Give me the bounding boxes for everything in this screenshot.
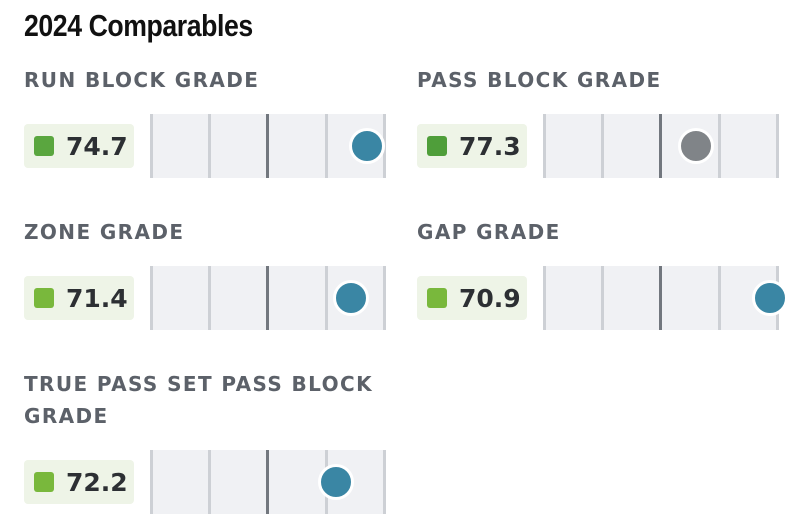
track-tick: [383, 266, 386, 330]
metric-label: PASS BLOCK GRADE: [417, 68, 662, 92]
metric-row: 71.4: [24, 266, 404, 330]
grade-color-swatch: [427, 288, 447, 308]
grade-value: 77.3: [459, 131, 521, 161]
metric-zone-grade: ZONE GRADE 71.4: [24, 216, 404, 330]
track-tick: [718, 266, 721, 330]
grade-badge: 74.7: [24, 124, 134, 168]
track-tick: [601, 114, 604, 178]
track-tick: [543, 114, 546, 178]
track-tick: [150, 450, 153, 514]
metric-pass-block-grade: PASS BLOCK GRADE 77.3: [417, 64, 797, 178]
percentile-marker: [349, 128, 386, 164]
metric-label: RUN BLOCK GRADE: [24, 68, 260, 92]
track-midline: [266, 450, 269, 514]
track-midline: [266, 266, 269, 330]
track-tick: [776, 114, 779, 178]
percentile-marker: [678, 128, 715, 164]
percentile-marker: [751, 280, 788, 316]
grade-value: 74.7: [66, 131, 128, 161]
grade-color-swatch: [34, 472, 54, 492]
metric-label: ZONE GRADE: [24, 220, 185, 244]
metric-label: TRUE PASS SET PASS BLOCK GRADE: [24, 372, 373, 428]
page-title: 2024 Comparables: [24, 8, 253, 43]
grade-color-swatch: [427, 136, 447, 156]
percentile-track: [150, 450, 386, 514]
metric-row: 74.7: [24, 114, 404, 178]
percentile-track: [150, 114, 386, 178]
track-tick: [325, 266, 328, 330]
metric-row: 77.3: [417, 114, 797, 178]
percentile-track: [543, 114, 779, 178]
track-tick: [718, 114, 721, 178]
percentile-marker: [318, 464, 355, 500]
grade-badge: 77.3: [417, 124, 527, 168]
metric-true-pass-set-pass-block-grade: TRUE PASS SET PASS BLOCK GRADE 72.2: [24, 368, 404, 514]
grade-value: 72.2: [66, 467, 128, 497]
track-tick: [150, 266, 153, 330]
track-midline: [659, 114, 662, 178]
percentile-track: [150, 266, 386, 330]
grade-value: 71.4: [66, 283, 128, 313]
metric-row: 72.2: [24, 450, 404, 514]
grade-badge: 72.2: [24, 460, 134, 504]
metric-run-block-grade: RUN BLOCK GRADE 74.7: [24, 64, 404, 178]
grade-color-swatch: [34, 136, 54, 156]
metric-gap-grade: GAP GRADE 70.9: [417, 216, 797, 330]
metric-row: 70.9: [417, 266, 797, 330]
track-midline: [659, 266, 662, 330]
percentile-marker: [332, 280, 369, 316]
metric-label: GAP GRADE: [417, 220, 561, 244]
grade-badge: 71.4: [24, 276, 134, 320]
track-tick: [601, 266, 604, 330]
grade-value: 70.9: [459, 283, 521, 313]
track-midline: [266, 114, 269, 178]
track-tick: [325, 114, 328, 178]
grade-badge: 70.9: [417, 276, 527, 320]
percentile-track: [543, 266, 788, 330]
track-tick: [208, 450, 211, 514]
track-tick: [543, 266, 546, 330]
grade-color-swatch: [34, 288, 54, 308]
track-tick: [208, 266, 211, 330]
track-tick: [383, 450, 386, 514]
track-tick: [208, 114, 211, 178]
track-tick: [150, 114, 153, 178]
